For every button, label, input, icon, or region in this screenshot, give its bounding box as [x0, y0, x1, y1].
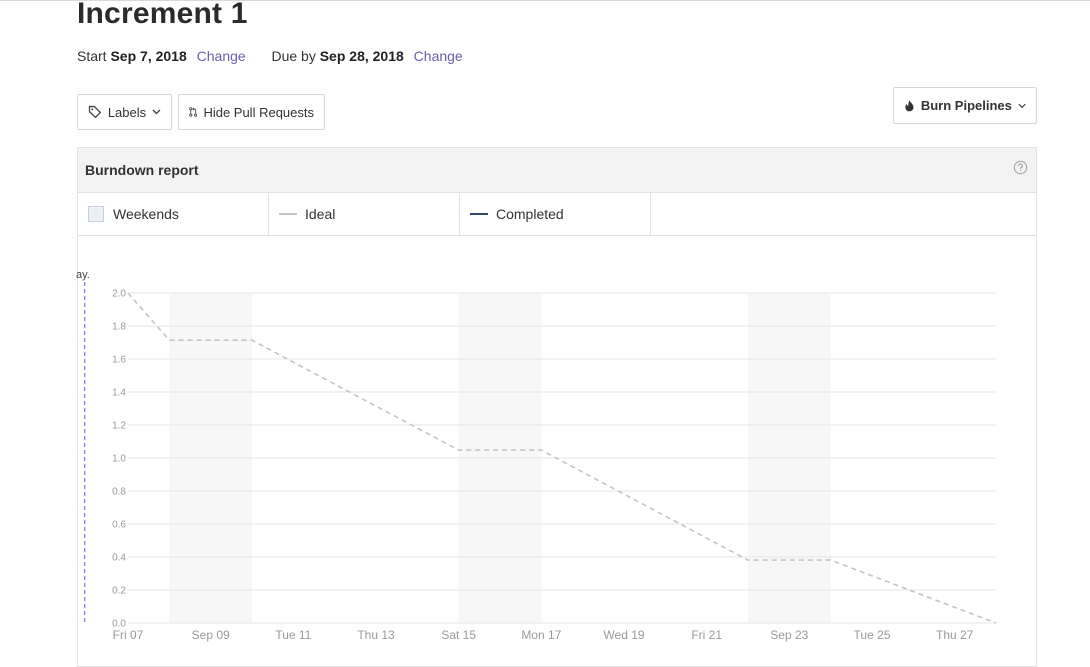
- y-tick-label: 1.8: [112, 322, 126, 333]
- x-tick-label: Sep 23: [770, 628, 808, 642]
- y-tick-label: 1.0: [112, 454, 126, 465]
- y-tick-label: 1.4: [112, 388, 126, 399]
- y-tick-label: 0.2: [112, 586, 126, 597]
- y-tick-label: 2.0: [112, 289, 126, 300]
- y-tick-label: 1.6: [112, 355, 126, 366]
- x-tick-label: Wed 19: [603, 628, 644, 642]
- y-tick-label: 0.6: [112, 520, 126, 531]
- x-tick-label: Tue 25: [854, 628, 891, 642]
- x-tick-label: Tue 11: [275, 628, 311, 642]
- y-tick-label: 0.8: [112, 487, 126, 498]
- x-tick-label: Thu 27: [936, 628, 974, 642]
- x-tick-label: Sep 09: [192, 628, 230, 642]
- x-tick-label: Fri 21: [691, 628, 722, 642]
- burndown-chart: ay. 0.00.20.40.60.81.01.21.41.61.82.0Fri…: [0, 1, 1090, 654]
- y-tick-label: 1.2: [112, 421, 126, 432]
- x-tick-label: Thu 13: [357, 628, 395, 642]
- x-tick-label: Fri 07: [113, 628, 144, 642]
- x-tick-label: Sat 15: [441, 628, 476, 642]
- y-tick-label: 0.4: [112, 553, 126, 564]
- x-tick-label: Mon 17: [521, 628, 561, 642]
- today-marker-label: ay.: [76, 269, 90, 281]
